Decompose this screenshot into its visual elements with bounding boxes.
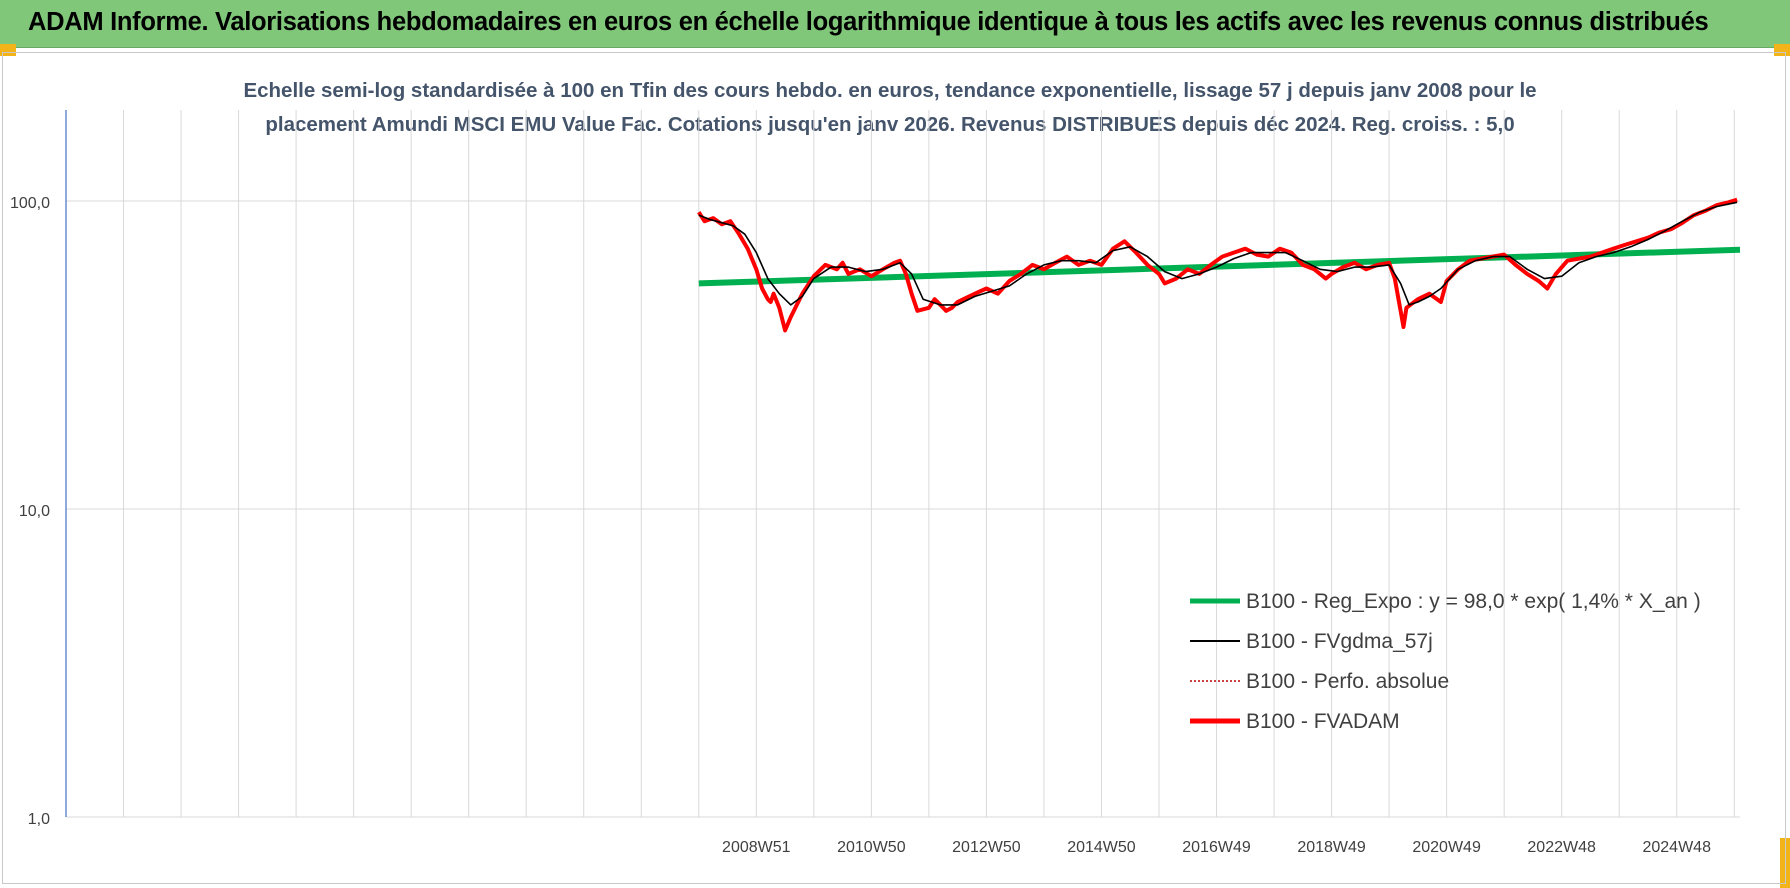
page-title: ADAM Informe. Valorisations hebdomadaire… bbox=[28, 8, 1709, 36]
x-tick-label: 2016W49 bbox=[1182, 839, 1251, 856]
x-tick-label: 2008W51 bbox=[722, 839, 791, 856]
legend-label: B100 - FVgdma_57j bbox=[1246, 630, 1433, 653]
x-tick-label: 2022W48 bbox=[1527, 839, 1596, 856]
y-tick-label: 10,0 bbox=[19, 503, 50, 520]
chart-title-line-1: Echelle semi-log standardisée à 100 en T… bbox=[243, 79, 1537, 102]
legend-label: B100 - Reg_Expo : y = 98,0 * exp( 1,4% *… bbox=[1246, 590, 1701, 613]
series-line-fvadam bbox=[697, 197, 1738, 333]
x-tick-label: 2012W50 bbox=[952, 839, 1021, 856]
chart-title-line-2: placement Amundi MSCI EMU Value Fac. Cot… bbox=[265, 113, 1515, 136]
corner-marker-right bbox=[1774, 44, 1790, 56]
x-tick-label: 2010W50 bbox=[837, 839, 906, 856]
x-tick-label: 2020W49 bbox=[1412, 839, 1481, 856]
header-banner: ADAM Informe. Valorisations hebdomadaire… bbox=[0, 0, 1790, 48]
x-tick-label: 2018W49 bbox=[1297, 839, 1366, 856]
chart-frame bbox=[2, 52, 1786, 884]
legend-label: B100 - FVADAM bbox=[1246, 710, 1400, 733]
chart-title: Echelle semi-log standardisée à 100 en T… bbox=[190, 74, 1590, 142]
x-tick-label: 2014W50 bbox=[1067, 839, 1136, 856]
y-tick-label: 1,0 bbox=[28, 811, 50, 828]
corner-marker-left bbox=[0, 44, 16, 56]
y-tick-label: 100,0 bbox=[10, 195, 50, 212]
x-tick-label: 2024W48 bbox=[1642, 839, 1711, 856]
series-line-fvgdma-57j bbox=[698, 201, 1738, 306]
legend-label: B100 - Perfo. absolue bbox=[1246, 670, 1449, 693]
